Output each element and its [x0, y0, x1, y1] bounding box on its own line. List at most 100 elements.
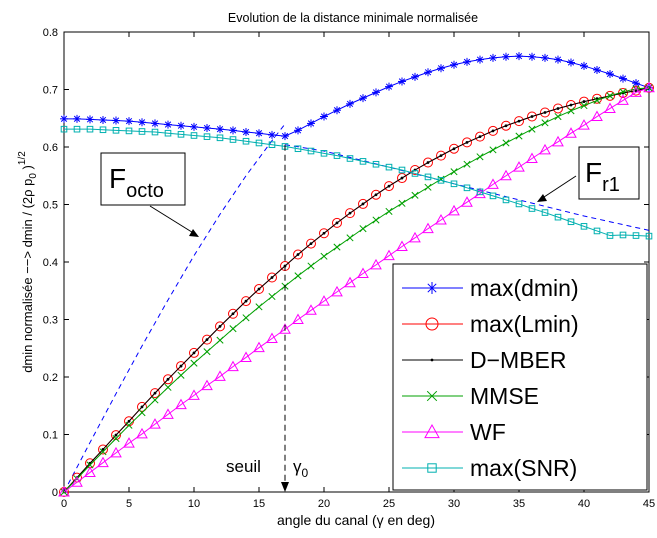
marker-square	[632, 232, 640, 239]
marker-square	[216, 134, 224, 142]
y-tick-label: 0	[52, 487, 58, 499]
marker-x	[426, 390, 438, 402]
marker-asterisk	[229, 127, 237, 134]
marker-dot	[556, 107, 560, 110]
marker-triangle	[149, 418, 161, 429]
marker-square	[320, 150, 328, 157]
marker-asterisk	[567, 59, 575, 66]
marker-asterisk	[385, 83, 393, 90]
marker-asterisk	[411, 73, 419, 81]
chart-title: Evolution de la distance minimale normal…	[228, 11, 478, 25]
marker-x	[138, 409, 146, 417]
marker-triangle	[513, 161, 525, 172]
marker-triangle	[591, 110, 603, 122]
marker-circle	[137, 401, 147, 412]
marker-x	[86, 461, 94, 469]
marker-x	[268, 292, 276, 301]
legend-label: max(Lmin)	[470, 311, 579, 337]
marker-asterisk	[203, 124, 211, 132]
marker-asterisk	[242, 128, 250, 136]
y-tick-label: 0.6	[43, 142, 58, 154]
f-r1-arrowhead	[537, 194, 547, 202]
marker-square	[255, 139, 263, 147]
x-tick-label: 35	[513, 498, 525, 510]
marker-dot	[296, 253, 300, 256]
marker-circle	[501, 120, 511, 131]
marker-dot	[244, 299, 248, 303]
marker-asterisk	[515, 52, 523, 60]
f-octo-arrowhead	[189, 229, 199, 237]
marker-dot	[478, 135, 482, 139]
marker-circle	[332, 217, 342, 228]
x-tick-label: 30	[448, 498, 460, 510]
marker-triangle	[630, 86, 642, 97]
marker-dot	[101, 448, 105, 451]
marker-asterisk	[86, 116, 94, 123]
marker-asterisk	[255, 130, 263, 137]
marker-dot	[569, 103, 573, 107]
marker-square	[528, 205, 536, 212]
marker-dot	[218, 325, 222, 328]
marker-dot	[335, 221, 339, 225]
marker-asterisk	[359, 94, 367, 102]
marker-asterisk	[60, 115, 68, 122]
marker-triangle	[123, 437, 135, 448]
marker-triangle	[500, 169, 512, 181]
marker-dot	[166, 377, 170, 381]
marker-circle	[475, 131, 485, 142]
marker-asterisk	[593, 66, 601, 74]
series-line-dmber	[63, 87, 650, 493]
marker-asterisk	[177, 122, 185, 129]
marker-asterisk	[427, 283, 437, 293]
legend-entry: WF	[402, 419, 506, 445]
marker-circle	[449, 143, 459, 154]
legend-label: D−MBER	[470, 347, 567, 373]
marker-square	[515, 200, 523, 208]
marker-dot	[179, 364, 183, 368]
y-tick-label: 0.3	[43, 315, 58, 327]
y-axis-label-main: dmin normalisée −−> dmin / (2ρ p	[20, 179, 35, 373]
marker-x	[307, 262, 315, 270]
marker-triangle	[227, 360, 239, 372]
marker-asterisk	[541, 54, 549, 62]
legend-box	[392, 263, 648, 491]
marker-asterisk	[125, 117, 133, 125]
marker-x	[502, 139, 510, 147]
gamma0-main: γ	[293, 457, 302, 476]
marker-circle	[605, 90, 615, 101]
marker-triangle	[565, 127, 577, 138]
f-r1-arrow-line	[540, 175, 577, 200]
marker-circle	[553, 103, 563, 114]
marker-circle	[228, 308, 238, 319]
marker-asterisk	[320, 113, 328, 120]
marker-dot	[153, 391, 157, 395]
marker-square	[333, 152, 341, 159]
marker-triangle	[214, 370, 226, 381]
marker-triangle	[175, 398, 187, 410]
marker-x	[346, 234, 354, 242]
marker-circle	[306, 238, 316, 249]
marker-asterisk	[281, 132, 289, 140]
legend-label: max(SNR)	[470, 455, 577, 481]
x-tick-label: 10	[188, 498, 200, 510]
marker-triangle	[305, 304, 317, 315]
marker-dot	[361, 202, 365, 206]
marker-dot	[530, 115, 534, 118]
series-line-dmin	[64, 55, 650, 137]
f-r1-box	[578, 146, 640, 200]
marker-triangle	[526, 152, 538, 163]
marker-triangle	[448, 204, 460, 216]
marker-square	[346, 155, 354, 162]
marker-square	[177, 131, 185, 138]
marker-x	[372, 216, 380, 224]
marker-dot	[348, 211, 352, 215]
marker-dot	[504, 124, 508, 128]
marker-square	[138, 128, 146, 135]
y-tick-label: 0.8	[43, 27, 58, 39]
y-axis-label: dmin normalisée −−> dmin / (2ρ p0 )1/2	[17, 151, 39, 373]
marker-circle	[345, 208, 355, 219]
legend-entry: MMSE	[402, 383, 539, 409]
marker-circle	[215, 321, 225, 332]
marker-square	[398, 166, 406, 174]
marker-circle	[425, 317, 439, 331]
